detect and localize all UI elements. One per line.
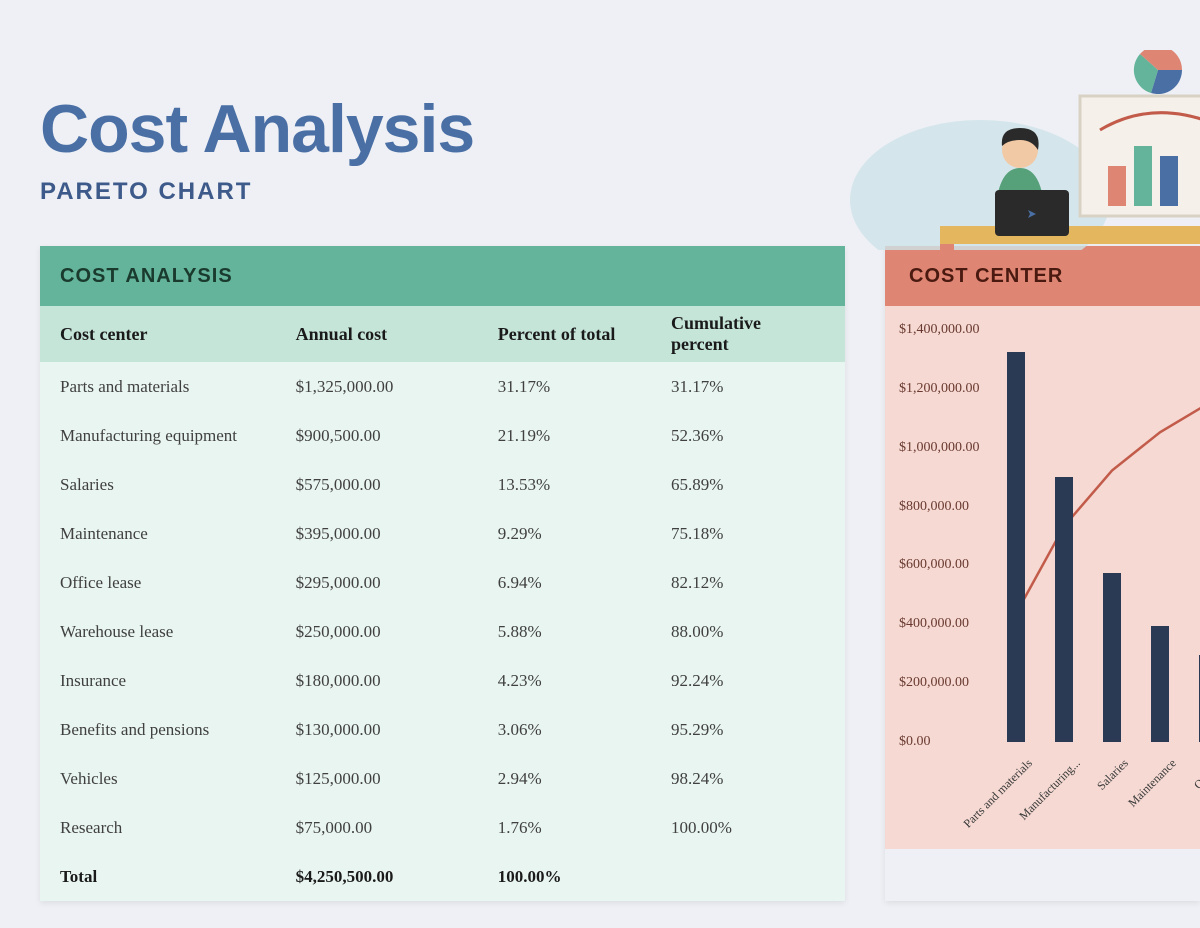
table-row: Maintenance$395,000.009.29%75.18% [40,509,845,558]
content-row: COST ANALYSIS Cost center Annual cost Pe… [40,246,1200,901]
y-axis-tick-label: $600,000.00 [899,557,969,573]
table-cell: Maintenance [60,524,296,544]
table-cell: 92.24% [671,671,825,691]
table-cell: Vehicles [60,769,296,789]
table-cell: $575,000.00 [296,475,498,495]
table-cell: Benefits and pensions [60,720,296,740]
table-row: Insurance$180,000.004.23%92.24% [40,656,845,705]
table-cell: $180,000.00 [296,671,498,691]
bar [1151,626,1169,742]
table-cell: 75.18% [671,524,825,544]
table-cell: 5.88% [498,622,671,642]
table-cell: $130,000.00 [296,720,498,740]
y-axis-tick-label: $0.00 [899,734,931,750]
table-cell: Warehouse lease [60,622,296,642]
table-cell: $1,325,000.00 [296,377,498,397]
page: Cost Analysis PARETO CHART COST ANALYSIS… [0,0,1200,928]
y-axis-tick-label: $1,000,000.00 [899,440,980,456]
table-cell: 6.94% [498,573,671,593]
table-cell: 100.00% [498,867,671,887]
table-cell: Manufacturing equipment [60,426,296,446]
table-cell: Parts and materials [60,377,296,397]
y-axis-tick-label: $1,400,000.00 [899,322,980,338]
table-cell: 88.00% [671,622,825,642]
table-cell: 65.89% [671,475,825,495]
cost-analysis-table-panel: COST ANALYSIS Cost center Annual cost Pe… [40,246,845,901]
table-cell: 3.06% [498,720,671,740]
chart-title: COST CENTER [909,265,1063,288]
y-axis-tick-label: $200,000.00 [899,675,969,691]
table-cell: Insurance [60,671,296,691]
table-row: Warehouse lease$250,000.005.88%88.00% [40,607,845,656]
table-cell: 98.24% [671,769,825,789]
table-row: Salaries$575,000.0013.53%65.89% [40,460,845,509]
table-cell: 95.29% [671,720,825,740]
table-cell: Research [60,818,296,838]
table-cell: 31.17% [671,377,825,397]
table-cell: $75,000.00 [296,818,498,838]
chart-title-bar: COST CENTER [885,246,1200,306]
table-cell: 21.19% [498,426,671,446]
column-header: Annual cost [296,324,498,345]
table-cell: $125,000.00 [296,769,498,789]
table-total-row: Total$4,250,500.00100.00% [40,852,845,901]
bar [1007,352,1025,742]
chart-body: $1,400,000.00 $1,200,000.00 $1,000,000.00 $… [885,306,1200,849]
table-title-bar: COST ANALYSIS [40,246,845,306]
table-cell: 1.76% [498,818,671,838]
cumulative-line [999,330,1200,742]
column-header: Percent of total [498,324,671,345]
bar [1055,477,1073,742]
table-cell: Total [60,867,296,887]
table-cell: $4,250,500.00 [296,867,498,887]
y-axis-tick-label: $400,000.00 [899,616,969,632]
cost-center-chart-panel: COST CENTER $1,400,000.00$1,200,000.00$1… [885,246,1200,901]
y-axis-tick-label: $1,200,000.00 [899,381,980,397]
plot-area [999,330,1200,742]
table-cell: 82.12% [671,573,825,593]
header-illustration [850,50,1200,250]
table-row: Research$75,000.001.76%100.00% [40,803,845,852]
column-header: Cumulative percent [671,313,825,355]
y-axis-tick-label: $800,000.00 [899,499,969,515]
table-cell: 4.23% [498,671,671,691]
table-title: COST ANALYSIS [60,265,233,288]
table-cell: 9.29% [498,524,671,544]
table-cell: 31.17% [498,377,671,397]
table-cell: $900,500.00 [296,426,498,446]
table-cell: 2.94% [498,769,671,789]
table-row: Parts and materials$1,325,000.0031.17%31… [40,362,845,411]
table-row: Benefits and pensions$130,000.003.06%95.… [40,705,845,754]
table-cell: $250,000.00 [296,622,498,642]
table-cell: Salaries [60,475,296,495]
table-cell: $295,000.00 [296,573,498,593]
table-row: Manufacturing equipment$900,500.0021.19%… [40,411,845,460]
bar [1103,573,1121,742]
table-cell: 13.53% [498,475,671,495]
table-cell: 52.36% [671,426,825,446]
table-cell: Office lease [60,573,296,593]
table-cell: $395,000.00 [296,524,498,544]
column-header: Cost center [60,324,296,345]
table-cell: 100.00% [671,818,825,838]
table-header-row: Cost center Annual cost Percent of total… [40,306,845,362]
table-row: Office lease$295,000.006.94%82.12% [40,558,845,607]
table-row: Vehicles$125,000.002.94%98.24% [40,754,845,803]
table-body: Parts and materials$1,325,000.0031.17%31… [40,362,845,901]
